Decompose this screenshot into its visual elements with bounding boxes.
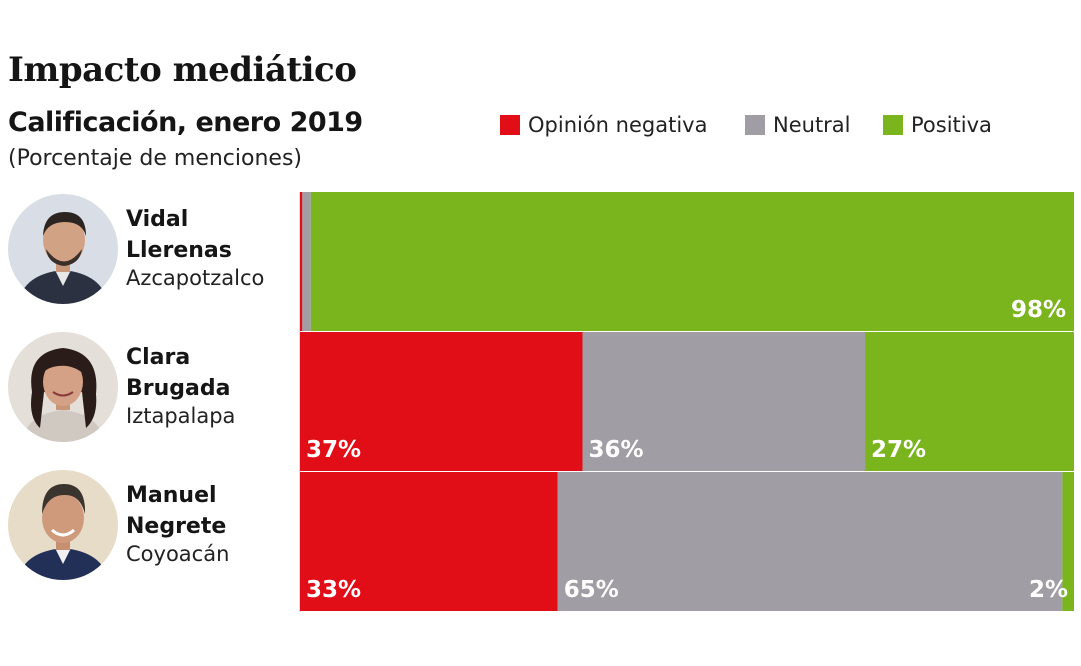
portrait-icon (8, 470, 118, 580)
person-borough: Coyoacán (126, 542, 230, 566)
portrait-icon (8, 194, 118, 304)
legend-item-positive: Positiva (883, 113, 992, 137)
value-label-positive: 2% (1029, 577, 1068, 603)
person-row-brugada: Clara Brugada Iztapalapa (0, 330, 300, 470)
chart-title: Impacto mediático (8, 50, 357, 90)
legend-label-neutral: Neutral (773, 113, 851, 137)
person-name: Vidal Llerenas (126, 207, 232, 263)
bar-segment-negative (300, 472, 558, 611)
bar-segment-neutral (557, 472, 1063, 611)
legend-swatch-negative (500, 115, 520, 135)
value-label-positive: 27% (871, 437, 926, 463)
person-borough: Iztapalapa (126, 404, 236, 428)
units-note: (Porcentaje de menciones) (8, 146, 303, 171)
bar-segment-positive (865, 332, 1074, 471)
portrait-icon (8, 332, 118, 442)
value-label-neutral: 65% (564, 577, 619, 603)
legend-item-negative: Opinión negativa (500, 113, 707, 137)
value-label-negative: 37% (306, 437, 361, 463)
person-name: Manuel Negrete (126, 483, 227, 539)
value-label-negative: 33% (306, 577, 361, 603)
value-label-positive: 98% (1011, 297, 1066, 323)
chart-subtitle: Calificación, enero 2019 (8, 107, 363, 138)
legend-label-positive: Positiva (911, 113, 992, 137)
legend-swatch-neutral (745, 115, 765, 135)
bar-segment-positive (310, 192, 1074, 331)
person-borough: Azcapotzalco (126, 266, 265, 290)
bar-segment-negative (300, 192, 303, 331)
bar-segment-negative (300, 332, 583, 471)
legend-swatch-positive (883, 115, 903, 135)
legend-item-neutral: Neutral (745, 113, 851, 137)
value-label-neutral: 36% (589, 437, 644, 463)
person-row-negrete: Manuel Negrete Coyoacán (0, 468, 300, 608)
bar-segment-neutral (582, 332, 866, 471)
bar-segment-neutral (302, 192, 311, 331)
bar-segment-positive (1062, 472, 1074, 611)
person-name: Clara Brugada (126, 345, 231, 401)
person-row-llerenas: Vidal Llerenas Azcapotzalco (0, 192, 300, 332)
legend-label-negative: Opinión negativa (528, 113, 708, 137)
